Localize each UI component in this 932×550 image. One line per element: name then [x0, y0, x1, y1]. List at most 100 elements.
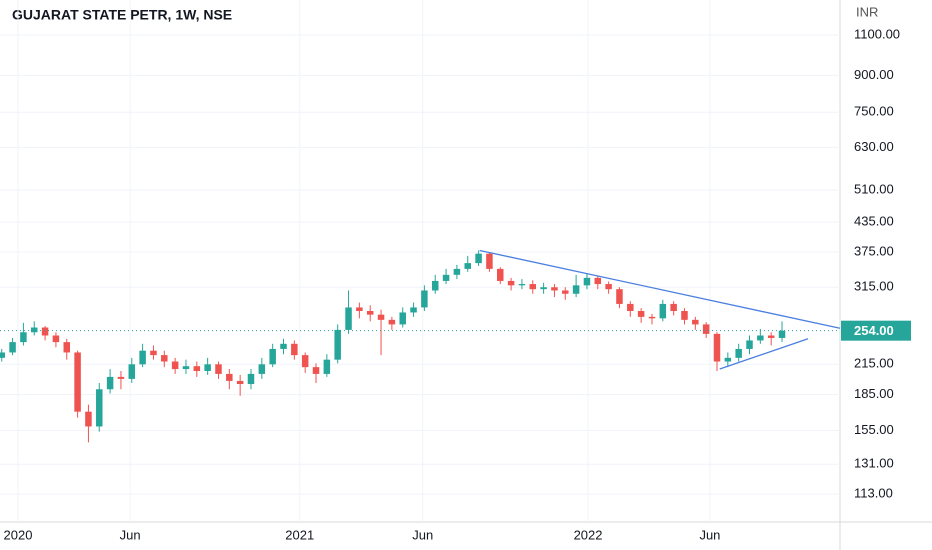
y-tick-label: 113.00: [854, 486, 893, 501]
candle-body: [486, 253, 493, 269]
candle-body: [345, 307, 352, 330]
candle-body: [605, 284, 612, 290]
trendline: [719, 338, 809, 370]
candle-body: [0, 352, 5, 358]
candle-body: [323, 359, 331, 374]
candle-body: [366, 311, 374, 315]
candle-body: [161, 355, 168, 362]
y-tick-label: 215.00: [854, 356, 894, 371]
last-price-label: 254.00: [854, 323, 894, 338]
candle-body: [117, 376, 125, 379]
x-tick-label: 2022: [574, 527, 603, 542]
candle-body: [453, 268, 461, 275]
candle-body: [431, 280, 439, 291]
y-tick-label: 131.00: [854, 456, 894, 471]
candle-body: [30, 327, 38, 333]
y-tick-label: 900.00: [854, 67, 894, 82]
candle-body: [464, 263, 471, 269]
candle-body: [291, 343, 298, 356]
y-tick-label: 435.00: [854, 214, 894, 229]
candle-body: [594, 277, 602, 285]
x-tick-label: 2021: [285, 527, 314, 542]
candle-body: [551, 287, 558, 291]
candle-body: [204, 364, 211, 371]
y-tick-label: 185.00: [854, 386, 894, 401]
last-price-box: [841, 320, 911, 341]
candle-body: [529, 284, 537, 290]
candle-body: [377, 314, 385, 320]
candle-body: [301, 355, 309, 368]
y-tick-label: 1100.00: [854, 26, 900, 41]
candle-body: [713, 333, 721, 362]
trendline: [479, 249, 841, 329]
candle-body: [507, 280, 515, 286]
y-tick-label: 155.00: [854, 422, 894, 437]
candle-body: [572, 285, 580, 294]
candle-body: [659, 303, 667, 319]
candle-body: [442, 274, 450, 281]
candle-body: [724, 357, 732, 362]
candle-body: [85, 411, 92, 427]
candle-body: [41, 327, 49, 336]
candle-body: [182, 366, 190, 370]
candle-body: [616, 289, 623, 304]
x-tick-label: Jun: [412, 527, 433, 542]
y-tick-label: 630.00: [854, 139, 894, 154]
x-tick-label: 2020: [4, 527, 33, 542]
candle-body: [681, 311, 688, 320]
candle-body: [746, 340, 753, 349]
candle-body: [193, 366, 201, 371]
candle-body: [139, 350, 146, 365]
candle-body: [150, 350, 157, 356]
candle-body: [648, 316, 656, 319]
candle-body: [702, 324, 710, 334]
candle-body: [52, 335, 60, 343]
candle-body: [410, 307, 417, 313]
x-tick-label: Jun: [120, 527, 141, 542]
candle-body: [778, 330, 786, 338]
candle-body: [128, 364, 136, 379]
candle-body: [9, 342, 16, 353]
candle-body: [767, 335, 775, 338]
candle-body: [312, 367, 320, 374]
candle-body: [226, 373, 233, 381]
candle-body: [388, 319, 396, 325]
candle-body: [540, 287, 547, 290]
candle-body: [627, 303, 634, 312]
candle-body: [280, 343, 287, 349]
candle-body: [74, 352, 81, 412]
y-tick-label: 750.00: [854, 104, 894, 119]
candle-body: [757, 335, 764, 341]
candle-body: [399, 312, 406, 325]
y-unit: INR: [856, 4, 878, 19]
candle-body: [96, 389, 103, 427]
candle-body: [106, 376, 114, 390]
candle-body: [247, 373, 255, 385]
candle-body: [20, 332, 27, 343]
candle-body: [258, 364, 266, 374]
candle-body: [269, 348, 276, 365]
candle-body: [583, 277, 591, 286]
candle-body: [236, 380, 244, 385]
candle-body: [215, 364, 222, 374]
candle-body: [334, 329, 341, 360]
x-tick-label: Jun: [699, 527, 720, 542]
chart-title: GUJARAT STATE PETR, 1W, NSE: [12, 7, 232, 23]
candle-body: [562, 290, 569, 294]
candle-body: [735, 348, 742, 358]
candle-body: [171, 361, 179, 370]
candle-body: [475, 253, 482, 264]
candle-body: [518, 284, 526, 286]
y-tick-label: 510.00: [854, 181, 894, 196]
candle-body: [356, 307, 363, 312]
candle-body: [63, 342, 71, 353]
candle-body: [670, 303, 677, 312]
y-tick-label: 315.00: [854, 279, 894, 294]
candle-body: [421, 290, 428, 308]
candle-body: [692, 319, 699, 325]
candle-body: [496, 268, 504, 281]
y-tick-label: 375.00: [854, 244, 894, 259]
candle-body: [637, 311, 645, 317]
